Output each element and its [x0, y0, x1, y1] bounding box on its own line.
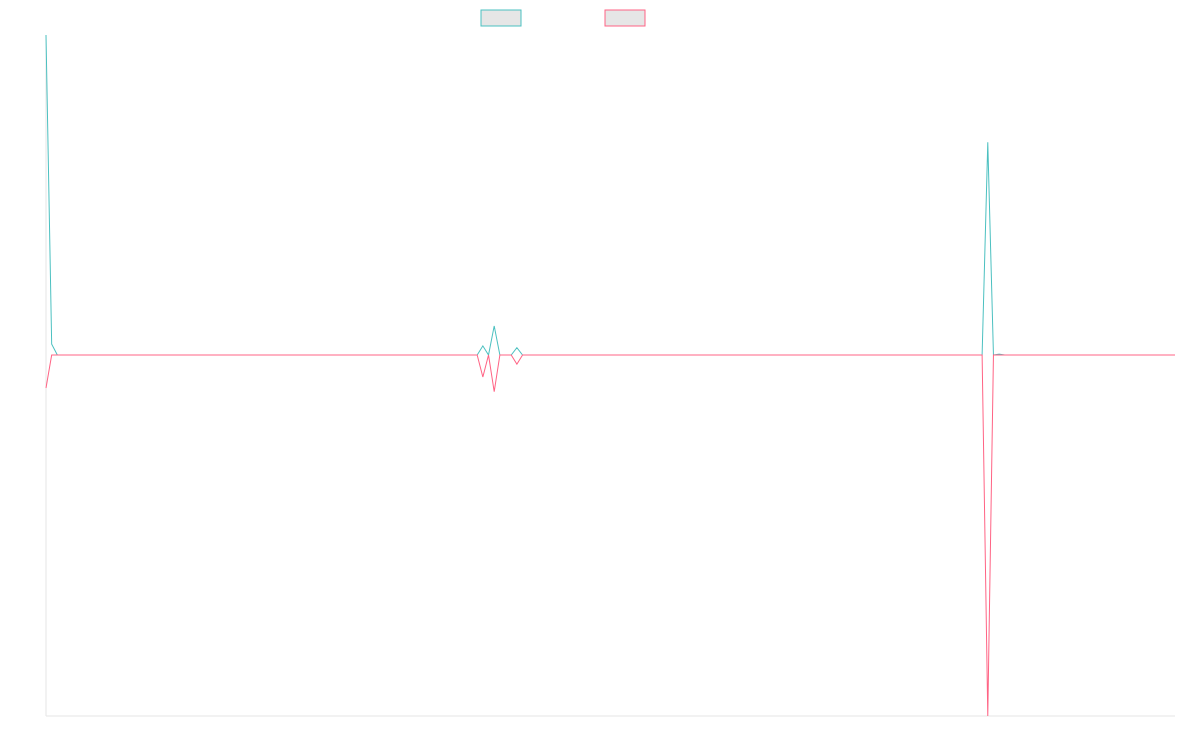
legend[interactable]	[480, 9, 646, 27]
legend-swatch-series-2[interactable]	[604, 9, 646, 27]
legend-swatch-series-1[interactable]	[480, 9, 522, 27]
series-line-2	[45, 354, 1175, 717]
series-line-1	[45, 34, 1175, 357]
plot-area	[45, 34, 1175, 717]
